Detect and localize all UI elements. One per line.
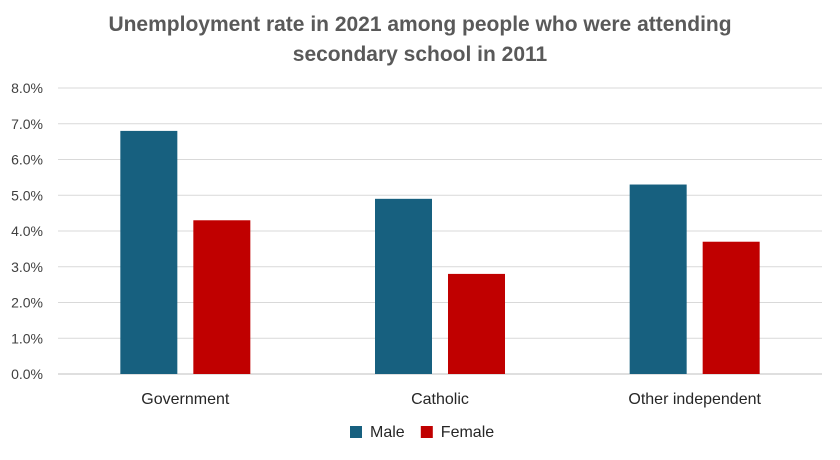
y-tick-label: 0.0% <box>11 366 43 382</box>
bar-female-government <box>193 220 251 374</box>
bar-male-other-independent <box>629 184 687 374</box>
bar-male-catholic <box>375 198 432 374</box>
x-category-label: Catholic <box>411 391 469 408</box>
bar-female-catholic <box>448 273 505 374</box>
y-tick-label: 3.0% <box>11 259 43 275</box>
y-tick-label: 1.0% <box>11 330 43 346</box>
legend-swatch-male <box>350 426 362 438</box>
bar-male-government <box>120 130 178 374</box>
x-category-label: Other independent <box>628 391 761 408</box>
y-tick-label: 6.0% <box>11 152 43 168</box>
y-tick-label: 8.0% <box>11 80 43 96</box>
chart-title-line-2: secondary school in 2011 <box>292 43 548 66</box>
x-category-label: Government <box>141 391 230 408</box>
y-tick-label: 2.0% <box>11 295 43 311</box>
legend-label-male: Male <box>370 424 405 441</box>
y-tick-label: 4.0% <box>11 223 43 239</box>
bar-female-other-independent <box>702 241 760 374</box>
legend-label-female: Female <box>441 424 494 441</box>
chart-title: Unemployment rate in 2021 among people w… <box>0 10 840 70</box>
y-tick-label: 5.0% <box>11 187 43 203</box>
legend-swatch-female <box>420 426 433 438</box>
chart-title-line-1: Unemployment rate in 2021 among people w… <box>108 13 732 36</box>
y-tick-label: 7.0% <box>11 116 43 132</box>
